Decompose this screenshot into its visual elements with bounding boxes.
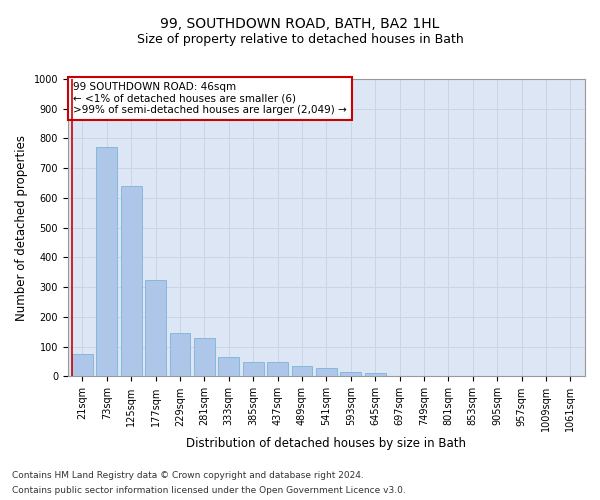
Text: Contains public sector information licensed under the Open Government Licence v3: Contains public sector information licen…	[12, 486, 406, 495]
Text: Size of property relative to detached houses in Bath: Size of property relative to detached ho…	[137, 32, 463, 46]
Bar	[340, 372, 361, 376]
Y-axis label: Number of detached properties: Number of detached properties	[15, 134, 28, 320]
Bar	[243, 362, 263, 376]
Bar	[145, 280, 166, 376]
Bar	[170, 334, 190, 376]
X-axis label: Distribution of detached houses by size in Bath: Distribution of detached houses by size …	[187, 437, 466, 450]
Bar	[97, 148, 117, 376]
Text: Contains HM Land Registry data © Crown copyright and database right 2024.: Contains HM Land Registry data © Crown c…	[12, 471, 364, 480]
Bar	[316, 368, 337, 376]
Bar	[194, 338, 215, 376]
Bar	[121, 186, 142, 376]
Text: 99, SOUTHDOWN ROAD, BATH, BA2 1HL: 99, SOUTHDOWN ROAD, BATH, BA2 1HL	[160, 18, 440, 32]
Text: 99 SOUTHDOWN ROAD: 46sqm
← <1% of detached houses are smaller (6)
>99% of semi-d: 99 SOUTHDOWN ROAD: 46sqm ← <1% of detach…	[73, 82, 347, 115]
Bar	[365, 374, 386, 376]
Bar	[72, 354, 93, 376]
Bar	[292, 366, 313, 376]
Bar	[218, 357, 239, 376]
Bar	[267, 362, 288, 376]
